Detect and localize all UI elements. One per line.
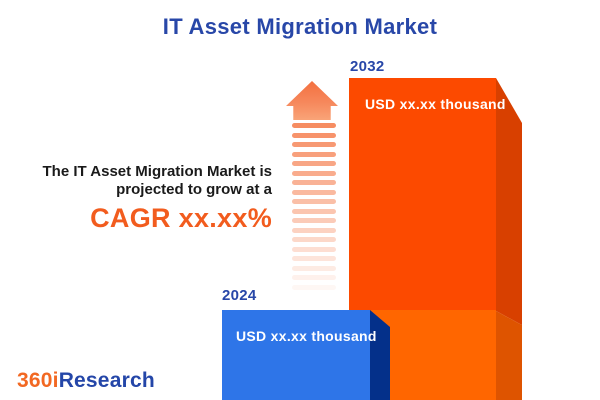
arrow-stripe: [292, 275, 336, 280]
arrow-stripe: [292, 208, 336, 214]
bar-2032-year-label: 2032: [350, 58, 385, 75]
growth-arrow-stripes: [292, 123, 336, 295]
arrow-stripe: [292, 199, 336, 204]
bar-2032-value-label: USD xx.xx thousand: [365, 96, 506, 112]
arrow-stripe: [292, 237, 336, 242]
arrow-stripe: [292, 246, 336, 252]
brand-logo: 360iResearch: [17, 369, 155, 393]
arrow-stripe: [292, 218, 336, 223]
arrow-stripe: [292, 180, 336, 185]
page-title: IT Asset Migration Market: [162, 14, 438, 39]
arrow-stripe: [292, 227, 336, 233]
arrow-stripe: [292, 161, 336, 166]
bar-2024-side: [370, 310, 390, 400]
bar-2024-face: [222, 310, 370, 400]
bar-2032-side-lower: [496, 311, 522, 400]
arrow-stripe: [292, 142, 336, 147]
brand-logo-prefix: 360i: [17, 369, 59, 392]
annotation-line2: projected to grow at a: [116, 181, 272, 198]
bar-2024-value-label: USD xx.xx thousand: [236, 328, 377, 344]
brand-logo-suffix: Research: [58, 369, 155, 392]
arrow-stripe: [292, 151, 336, 157]
bar-2032-face-upper: [349, 78, 496, 310]
annotation-line1: The IT Asset Migration Market is: [42, 163, 273, 180]
annotation-block: The IT Asset Migration Market is project…: [40, 163, 273, 233]
arrow-stripe: [292, 265, 336, 271]
arrow-stripe: [292, 284, 336, 290]
arrow-stripe: [292, 256, 336, 261]
arrow-stripe: [292, 189, 336, 195]
cagr-value: CAGR xx.xx%: [90, 203, 272, 233]
bar-2024-year-label: 2024: [222, 287, 257, 304]
arrow-stripe: [292, 170, 336, 176]
arrow-stripe: [292, 132, 336, 138]
bar-2032-side-upper: [496, 78, 522, 325]
arrow-stripe: [292, 123, 336, 128]
